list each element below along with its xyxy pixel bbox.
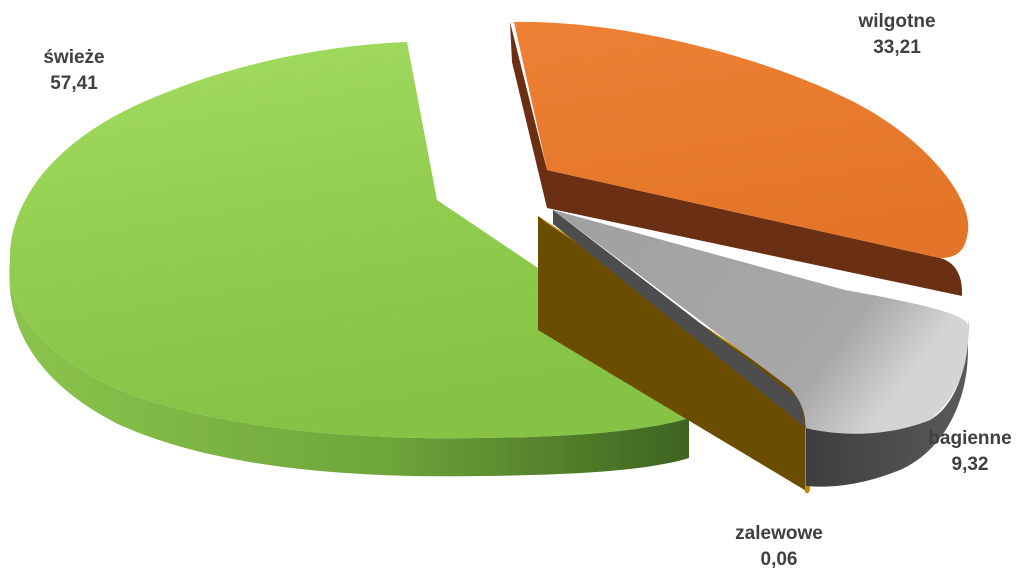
data-label-bagienne: bagienne 9,32 [928,426,1011,478]
data-label-swieze-value: 57,41 [50,73,98,94]
slice-bagienne [553,210,969,487]
data-label-wilgotne-value: 33,21 [873,37,921,58]
slice-swieze [9,42,690,477]
slice-swieze-top [9,42,690,439]
data-label-wilgotne-name: wilgotne [858,11,936,32]
slice-wilgotne-top [514,21,969,258]
data-label-zalewowe: zalewowe 0,06 [735,521,823,570]
slice-bagienne-top [553,210,969,434]
slice-bagienne-side [806,320,969,487]
data-label-swieze-name: świeże [43,47,105,68]
slice-wilgotne-side-left [510,22,547,208]
slice-wilgotne [510,21,969,296]
slice-swieze-side [9,262,689,477]
data-label-zalewowe-name: zalewowe [735,523,823,544]
slice-zalewowe-side [538,216,808,492]
slice-wilgotne-side-bottom [547,170,962,296]
data-label-wilgotne: wilgotne 33,21 [858,9,935,61]
data-label-bagienne-name: bagienne [928,428,1012,449]
slice-bagienne-cut [553,210,806,428]
data-label-swieze: świeże 57,41 [43,45,104,97]
data-label-zalewowe-value: 0,06 [760,549,798,570]
data-label-bagienne-value: 9,32 [951,454,989,475]
